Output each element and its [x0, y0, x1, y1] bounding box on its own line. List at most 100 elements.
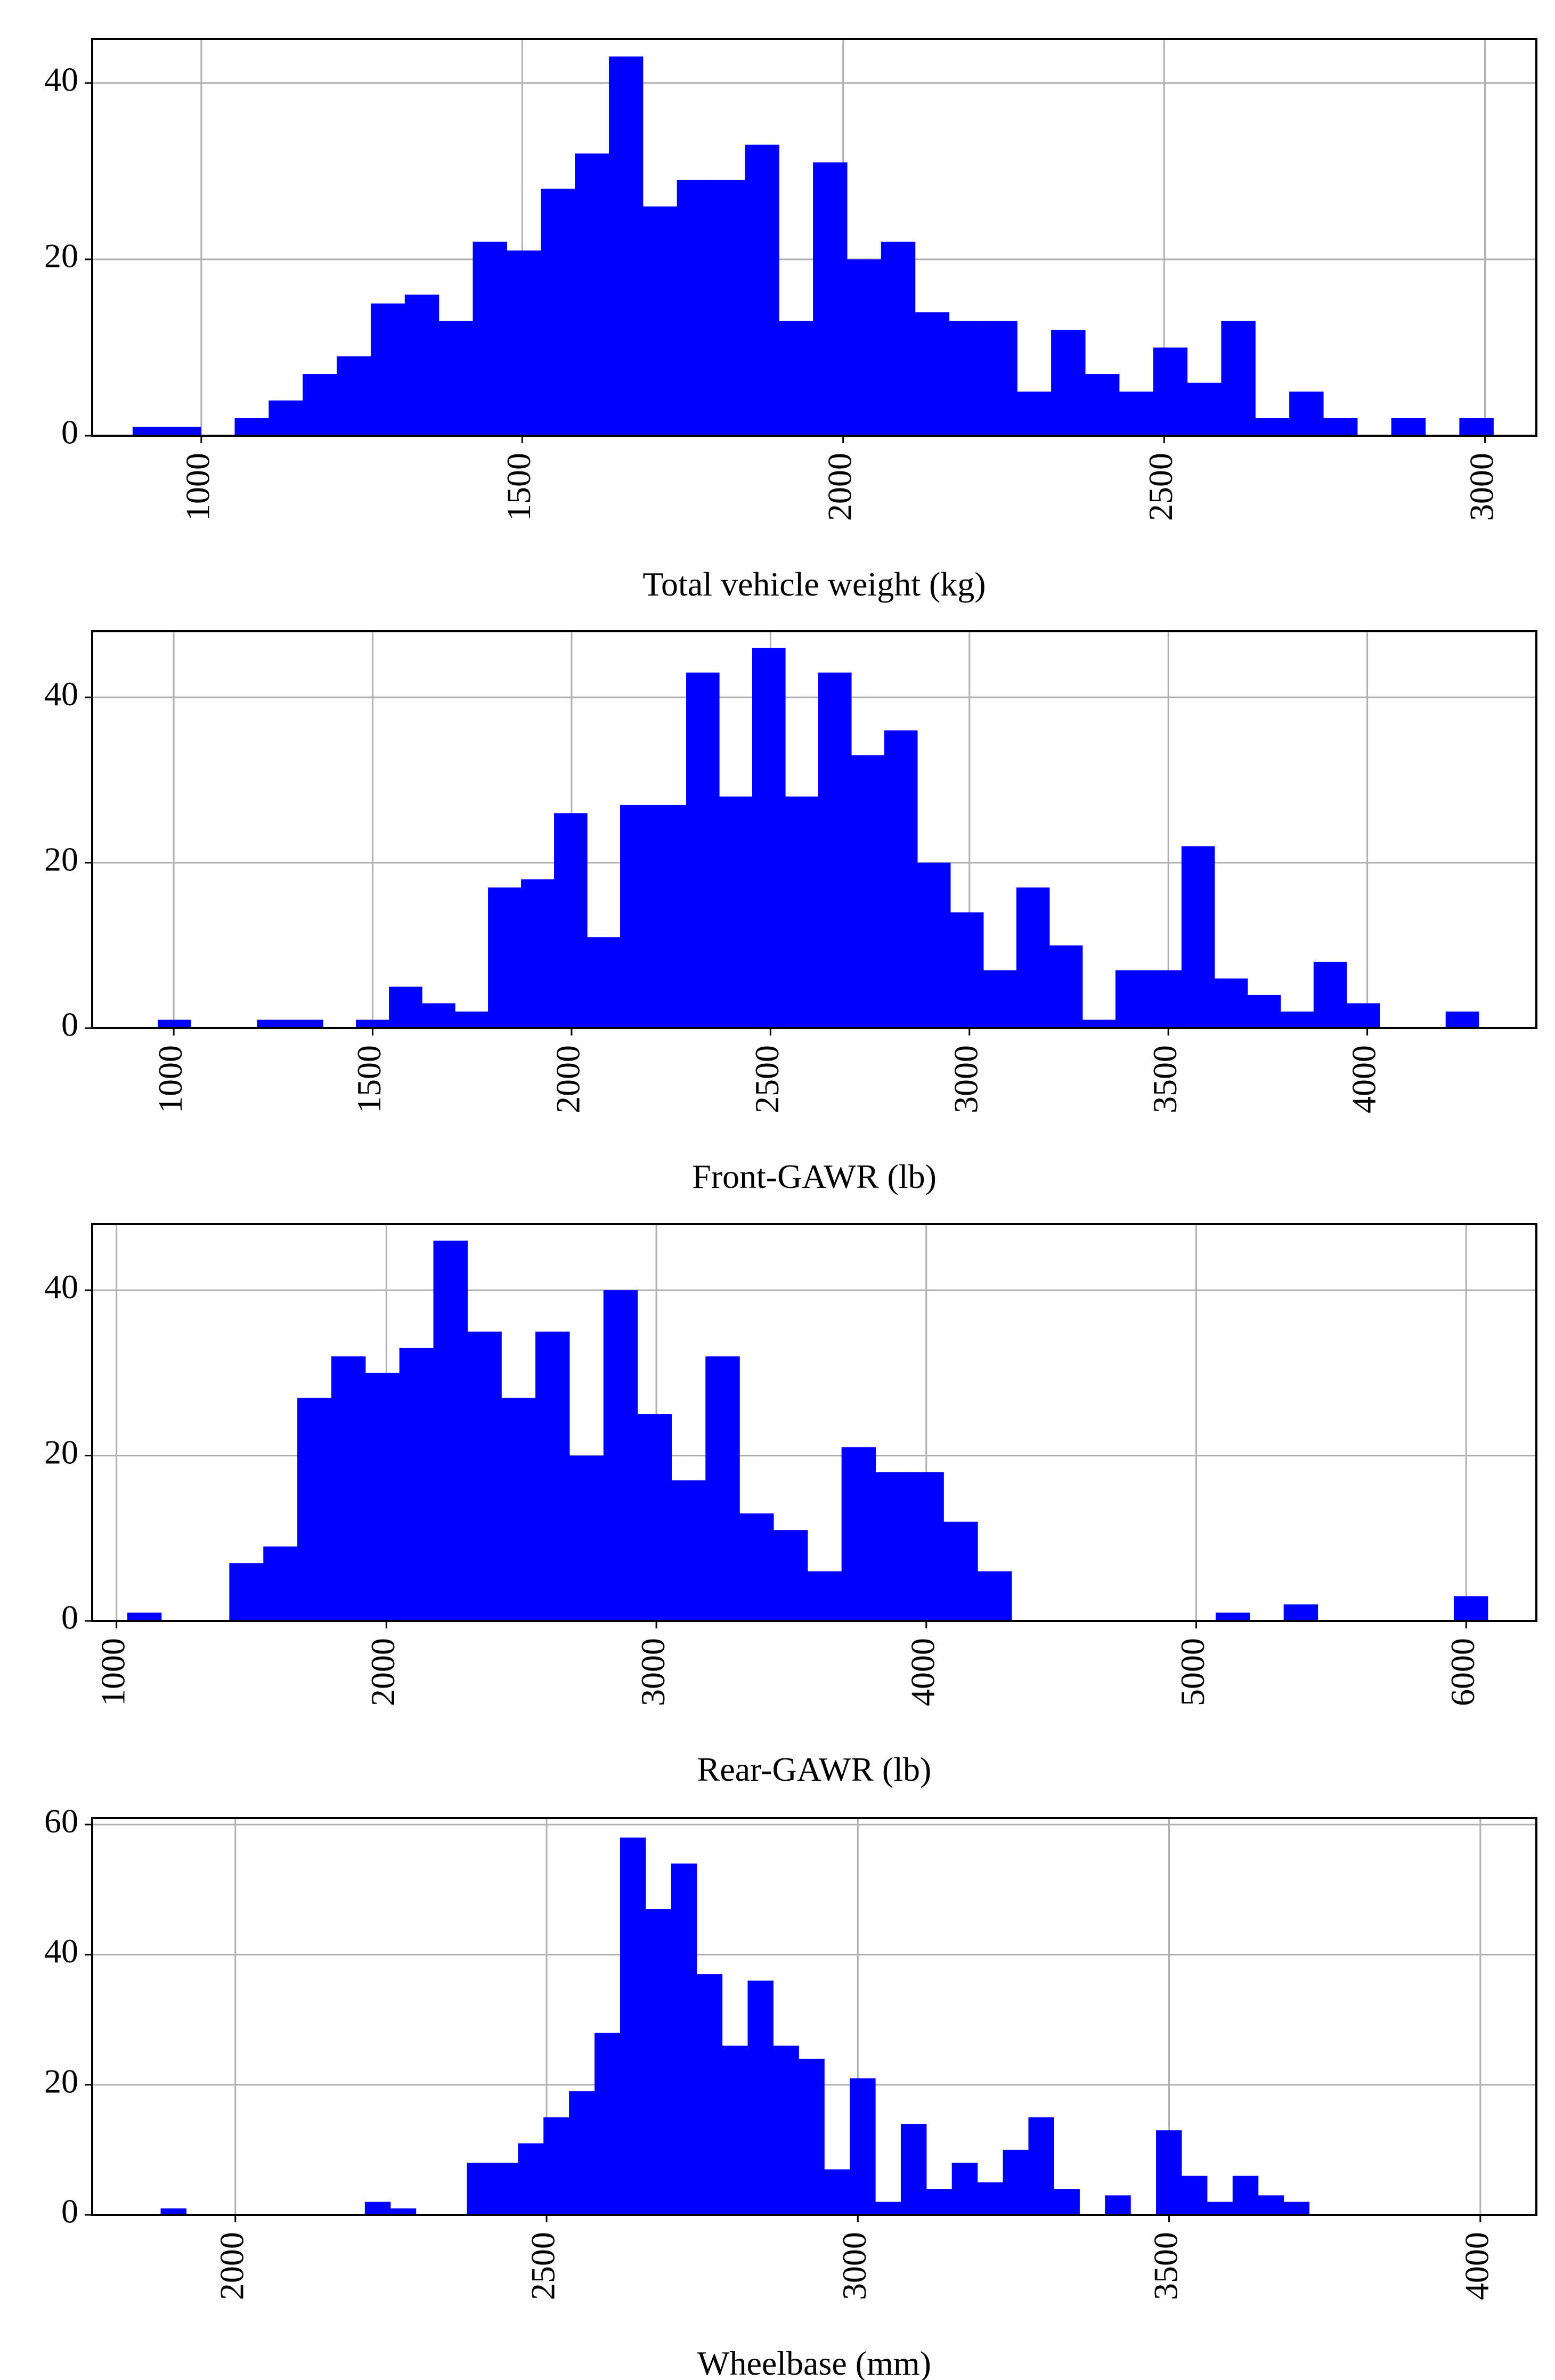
y-tick-label: 0: [61, 2192, 78, 2230]
y-tick-label: 40: [44, 60, 78, 98]
histogram-bar: [370, 303, 405, 436]
histogram-bar: [422, 1003, 455, 1028]
x-tick-label: 2500: [524, 2232, 562, 2300]
x-tick-label: 3000: [947, 1045, 984, 1113]
histogram-bar: [608, 56, 644, 436]
x-axis-label: Rear-GAWR (lb): [697, 1750, 932, 1788]
histogram-bar: [745, 144, 779, 436]
x-tick-label: 4000: [903, 1638, 941, 1706]
x-tick-label: 2000: [213, 2232, 250, 2300]
histogram-bar: [467, 2163, 493, 2215]
histogram-bar: [488, 887, 522, 1028]
y-tick-label: 40: [44, 1932, 78, 1970]
y-tick-label: 20: [44, 2062, 78, 2100]
histogram-panel-2: 1000 1500 2000 2500 3000 3500 4000 0 20 40 Front-G…: [44, 630, 1537, 1195]
histogram-bars: [127, 1241, 1488, 1621]
histogram-bar: [507, 250, 541, 436]
histogram-bar: [160, 2208, 187, 2215]
histogram-bar: [404, 295, 439, 436]
y-tick-label: 0: [61, 1006, 78, 1044]
histogram-bar: [686, 672, 720, 1028]
histogram-bar: [645, 1909, 672, 2215]
histogram-bar: [950, 912, 984, 1028]
histogram-bar: [389, 987, 422, 1028]
x-tick-label: 3500: [1146, 1045, 1184, 1113]
axes-frame: [91, 1817, 1537, 2216]
histogram-bar: [543, 2117, 569, 2215]
histogram-bar: [473, 241, 507, 436]
x-axis-label: Front-GAWR (lb): [692, 1158, 937, 1195]
x-tick-label: 4000: [1345, 1045, 1382, 1113]
x-tick-label: 1000: [151, 1045, 189, 1113]
x-tick-label: 1000: [94, 1638, 132, 1706]
histogram-bar: [433, 1241, 468, 1621]
x-tick-label: 2500: [1142, 453, 1179, 521]
histogram-bar: [951, 2163, 978, 2215]
histogram-bar: [1258, 2195, 1284, 2215]
histogram-bar: [356, 1020, 389, 1028]
histogram-bar: [1232, 2175, 1259, 2215]
histogram-bar: [1105, 2195, 1131, 2215]
histogram-bar: [1085, 374, 1120, 436]
histogram-bar: [671, 1863, 697, 2215]
x-tick-label: 4000: [1458, 2232, 1496, 2300]
x-tick-label: 5000: [1174, 1638, 1211, 1706]
histogram-bar: [1445, 1011, 1479, 1028]
axes-frame: [91, 630, 1537, 1029]
histogram-bar: [1207, 2202, 1233, 2215]
histogram-bar: [785, 796, 819, 1028]
histogram-bar: [467, 1331, 502, 1621]
x-axis-ticks: 1000 1500 2000 2500 3000: [179, 436, 1500, 521]
histogram-bar: [399, 1348, 434, 1621]
y-tick-label: 40: [44, 675, 78, 713]
histogram-bar: [365, 1373, 400, 1621]
histogram-bar: [1323, 418, 1358, 436]
x-tick-label: 1000: [179, 453, 217, 521]
histogram-bar: [521, 879, 555, 1028]
histogram-bar: [846, 259, 882, 436]
histogram-bar: [1119, 392, 1154, 436]
histogram-bar: [943, 1521, 978, 1621]
histogram-bar: [1283, 2202, 1310, 2215]
histogram-bar: [1016, 887, 1050, 1028]
histogram-bars: [132, 56, 1494, 436]
histogram-bar: [390, 2208, 417, 2215]
histogram-bar: [773, 2045, 799, 2215]
histogram-bar: [1255, 418, 1290, 436]
histogram-bar: [813, 162, 848, 436]
histogram-bar: [653, 804, 687, 1028]
x-axis-ticks: 1000 2000 3000 4000 5000 6000: [94, 1621, 1481, 1706]
histogram-bar: [983, 321, 1017, 436]
x-tick-label: 2000: [549, 1045, 587, 1113]
histogram-bar: [1148, 970, 1182, 1028]
x-tick-label: 3000: [1462, 453, 1500, 521]
histogram-bar: [915, 312, 950, 436]
histogram-bar: [364, 2202, 391, 2215]
histogram-bar: [752, 648, 786, 1028]
histogram-bar: [917, 862, 951, 1028]
histogram-bar: [1156, 2130, 1182, 2215]
axes-frame: [91, 1223, 1537, 1622]
histogram-bar: [158, 1020, 191, 1028]
y-tick-label: 0: [61, 413, 78, 451]
histogram-bar: [1017, 392, 1052, 436]
y-tick-label: 0: [61, 1599, 78, 1636]
histogram-bar: [1187, 382, 1222, 436]
histogram-bar: [1115, 970, 1149, 1028]
histogram-bar: [1028, 2117, 1054, 2215]
histogram-bar: [541, 189, 575, 436]
histogram-bar: [1214, 978, 1248, 1028]
histogram-bar: [518, 2143, 544, 2215]
x-tick-label: 3000: [835, 2232, 873, 2300]
histogram-bar: [978, 1571, 1012, 1621]
histogram-bar: [1054, 2189, 1080, 2215]
histogram-bar: [900, 2124, 927, 2215]
histogram-bar: [438, 321, 474, 436]
y-tick-label: 40: [44, 1268, 78, 1306]
histogram-bar: [166, 427, 201, 436]
histogram-bar: [705, 1356, 740, 1621]
x-axis-label: Wheelbase (mm): [697, 2344, 931, 2380]
histogram-bar: [824, 2169, 850, 2215]
histogram-bar: [1181, 2175, 1208, 2215]
y-axis-ticks: 0 20 40: [44, 675, 92, 1044]
